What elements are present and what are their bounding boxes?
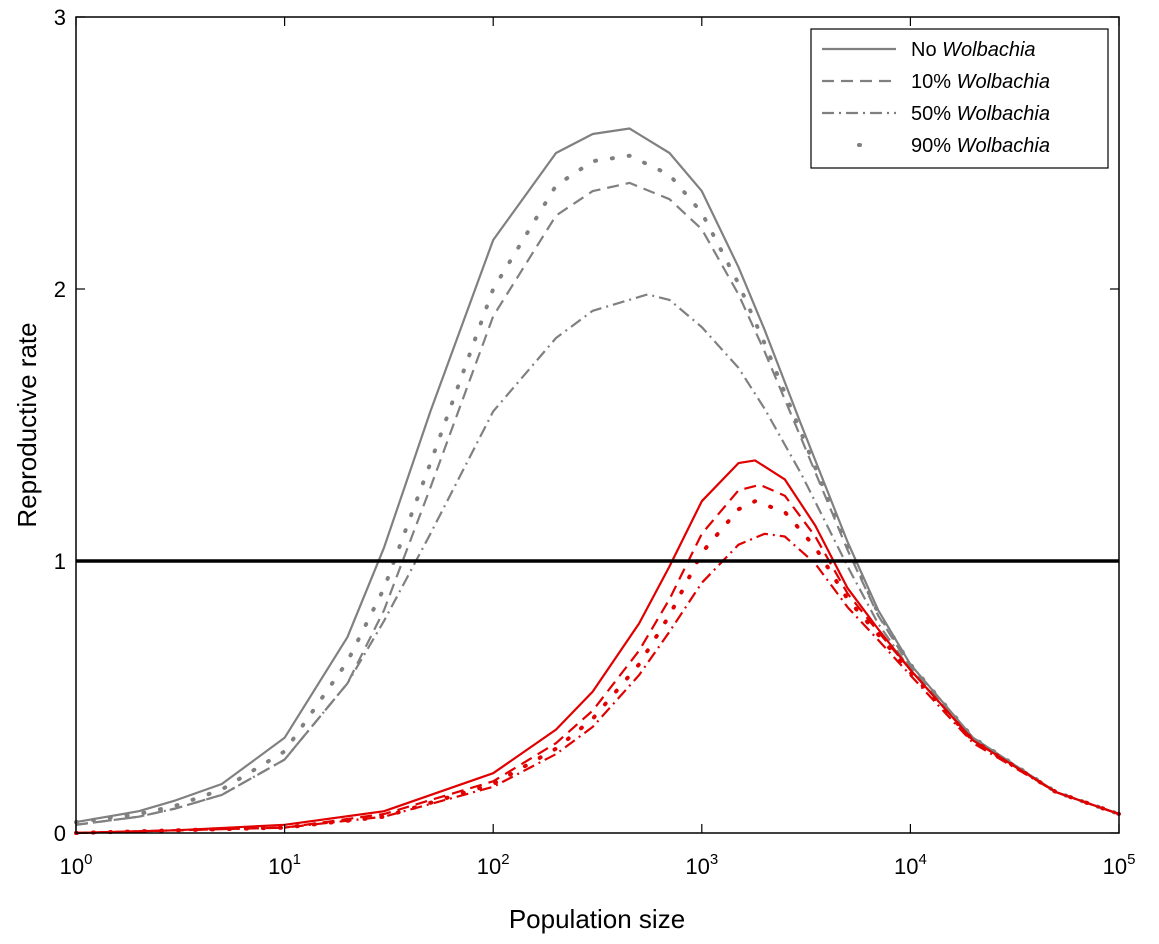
series-line-red-dashed (75, 483, 1120, 835)
legend-label: 10% Wolbachia (911, 71, 1050, 93)
y-tick-label: 0 (54, 821, 66, 846)
y-tick-label: 3 (54, 5, 66, 30)
legend: No Wolbachia 10% Wolbachia 50% Wolbachia 90… (810, 28, 1109, 169)
x-tick-label: 102 (477, 851, 510, 879)
series-layer (74, 127, 1121, 835)
x-tick-label: 100 (60, 851, 93, 879)
legend-label: 50% Wolbachia (911, 103, 1050, 125)
y-tick-label: 2 (54, 277, 66, 302)
tick-layer: 100 101 102 103 104 105 0 1 2 3 (54, 5, 1136, 879)
legend-label: 90% Wolbachia (911, 135, 1050, 157)
y-tick-label: 1 (54, 549, 66, 574)
series-line-gray-dashdot (75, 293, 1120, 826)
y-axis-label: Reproductive rate (12, 322, 42, 527)
x-tick-label: 103 (685, 851, 718, 879)
x-tick-label: 105 (1103, 851, 1136, 879)
series-line-gray-dotted (74, 153, 1121, 825)
x-tick-label: 101 (268, 851, 301, 879)
series-line-gray-solid (75, 127, 1120, 824)
x-tick-label: 104 (894, 851, 927, 879)
series-line-red-dashdot (75, 532, 1120, 835)
x-axis-label: Population size (509, 904, 685, 934)
plot-frame (75, 16, 1120, 834)
legend-label: No Wolbachia (911, 39, 1036, 61)
